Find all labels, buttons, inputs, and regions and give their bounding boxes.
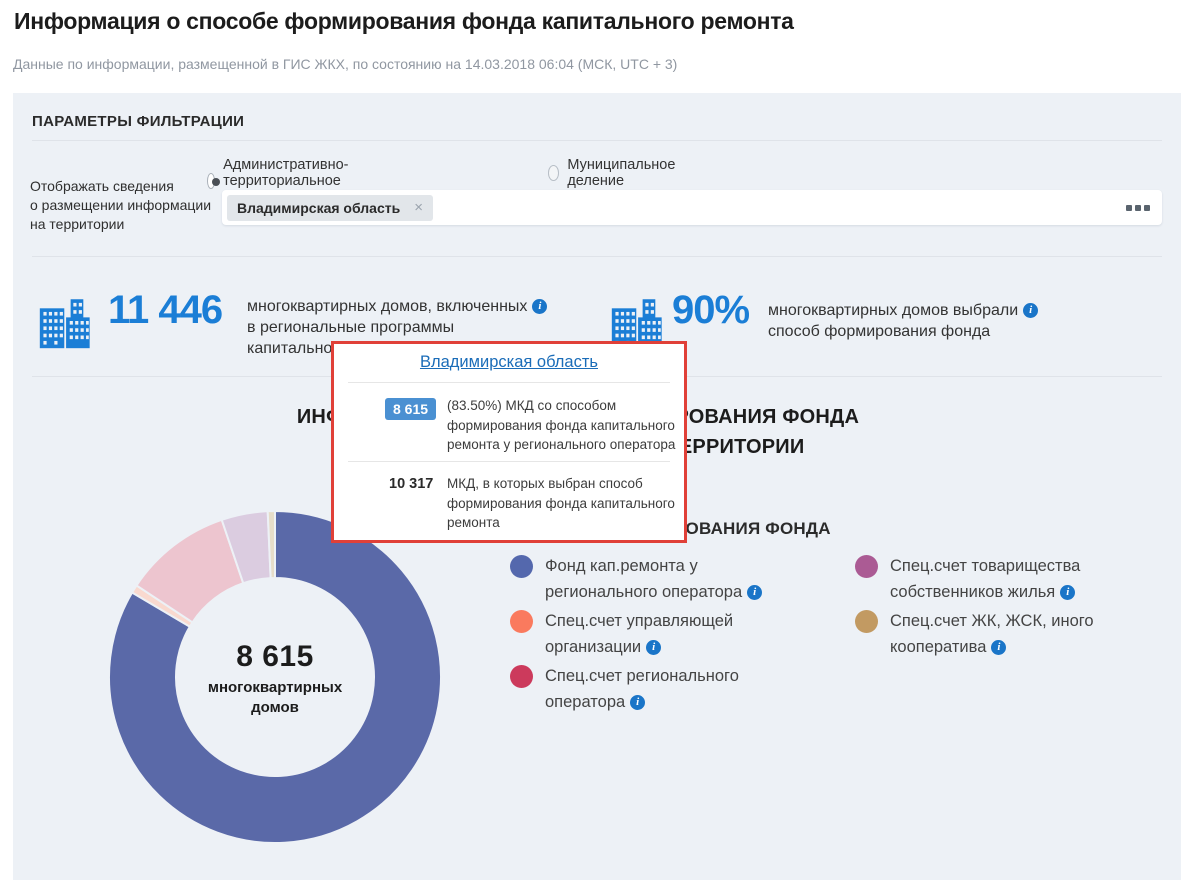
- donut-slice[interactable]: [266, 509, 276, 580]
- region-tooltip: Владимирская область 8 615 (83.50%) МКД …: [331, 341, 687, 543]
- territory-select-input[interactable]: Владимирская область ×: [222, 190, 1162, 225]
- info-icon[interactable]: i: [1023, 303, 1039, 319]
- page-title: Информация о способе формирования фонда …: [14, 8, 794, 34]
- mkd-count-badge: 8 615: [385, 398, 437, 420]
- buildings-icon: [38, 292, 96, 355]
- divider: [348, 461, 670, 462]
- data-as-of-note: Данные по информации, размещенной в ГИС …: [13, 56, 678, 72]
- stat-total-mkd-value: 11 446: [108, 288, 223, 332]
- radio-label: Муниципальное деление: [567, 157, 676, 189]
- territory-tag[interactable]: Владимирская область ×: [227, 194, 433, 221]
- legend-item-tszh-account[interactable]: Спец.счет товарищества собственников жил…: [855, 553, 1155, 605]
- info-icon[interactable]: i: [646, 640, 662, 656]
- legend-dot: [855, 555, 878, 578]
- close-icon[interactable]: ×: [414, 199, 423, 216]
- filter-and-stats-panel: ПАРАМЕТРЫ ФИЛЬТРАЦИИ Административно-тер…: [13, 93, 1181, 880]
- info-icon[interactable]: i: [630, 695, 646, 711]
- donut-slice[interactable]: [108, 509, 442, 844]
- donut-chart-svg[interactable]: [95, 497, 455, 857]
- legend-item-zhk-zhsk-account[interactable]: Спец.счет ЖК, ЖСК, иного кооператива i: [855, 608, 1155, 660]
- region-link[interactable]: Владимирская область: [419, 353, 598, 371]
- legend-item-regional-operator-account[interactable]: Спец.счет регионального оператора i: [510, 663, 810, 715]
- radio-municipal-division[interactable]: Муниципальное деление: [548, 157, 680, 189]
- territory-tag-label: Владимирская область: [237, 199, 401, 216]
- legend-dot: [855, 610, 878, 633]
- info-icon[interactable]: i: [532, 299, 548, 315]
- stat-percent-chosen-value: 90%: [672, 288, 750, 332]
- filters-heading: ПАРАМЕТРЫ ФИЛЬТРАЦИИ: [32, 113, 245, 130]
- divider: [348, 382, 670, 383]
- legend-dot: [510, 610, 533, 633]
- stat-percent-chosen-description: многоквартирных домов выбрали i способ фо…: [768, 300, 1039, 342]
- legend-item-regional-operator-fund[interactable]: Фонд кап.ремонта у регионального операто…: [510, 553, 810, 605]
- legend-item-management-org-account[interactable]: Спец.счет управляющей организации i: [510, 608, 810, 660]
- legend-dot: [510, 555, 533, 578]
- radio-unselected-icon[interactable]: [548, 165, 560, 181]
- ellipsis-icon[interactable]: [1126, 204, 1150, 211]
- divider: [32, 140, 1162, 141]
- info-icon[interactable]: i: [747, 585, 763, 601]
- divider: [32, 256, 1162, 257]
- legend-dot: [510, 665, 533, 688]
- radio-selected-icon[interactable]: [207, 173, 221, 189]
- info-icon[interactable]: i: [991, 640, 1007, 656]
- donut-chart[interactable]: 8 615 многоквартирных домов: [95, 497, 455, 857]
- territory-field-label: Отображать сведения о размещении информа…: [30, 178, 212, 232]
- mkd-total-number: 10 317: [389, 476, 434, 492]
- info-icon[interactable]: i: [1060, 585, 1076, 601]
